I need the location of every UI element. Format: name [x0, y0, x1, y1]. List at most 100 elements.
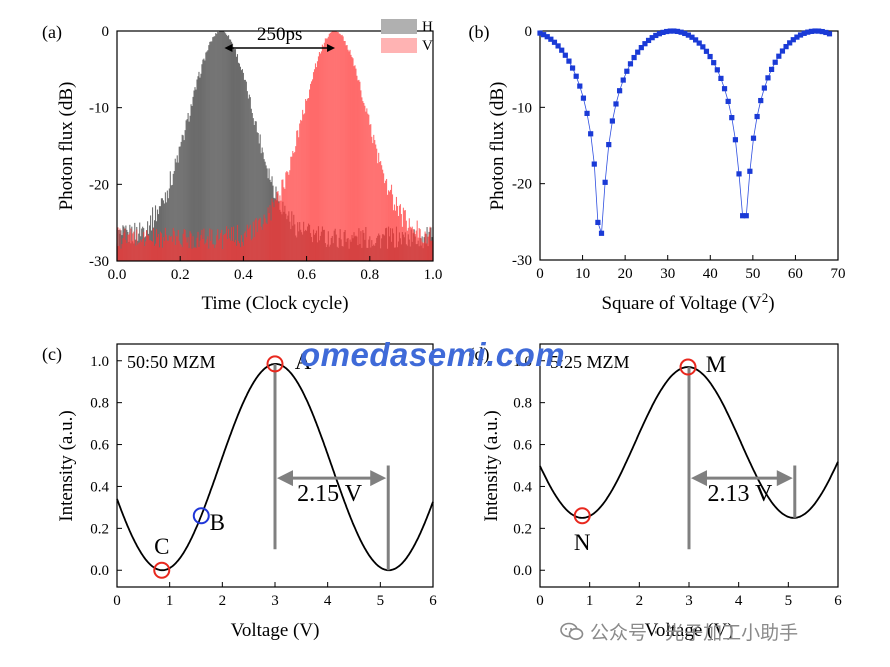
panel-b-point — [768, 66, 775, 72]
panel-b-point — [696, 40, 702, 46]
panel-b-point — [573, 73, 579, 79]
panel-b-xtick-label: 20 — [618, 266, 633, 282]
panel-b-point — [620, 77, 626, 83]
panel-b-point — [779, 48, 786, 54]
panel-c-inset-label: 50:50 MZM — [127, 352, 216, 372]
panel-a-ytick-label: -10 — [89, 101, 109, 117]
panel-b-point — [812, 28, 818, 34]
panel-a-xtick-label: 0.8 — [360, 267, 379, 283]
panel-b-xtick-label: 60 — [788, 266, 803, 282]
panel-d-point-label: M — [706, 352, 726, 377]
panel-b-point — [548, 36, 554, 42]
panel-b-point — [707, 53, 713, 60]
panel-b-point — [787, 40, 793, 46]
panel-b-point — [642, 41, 648, 47]
panel-b-point — [645, 37, 652, 44]
panel-a-legend-swatch — [381, 19, 417, 34]
panel-b-xtick-label: 30 — [660, 266, 675, 282]
panel-b-point — [765, 75, 771, 81]
panel-b-point — [805, 29, 811, 35]
panel-c-span-arrow-left — [277, 470, 293, 487]
panel-b-point — [797, 32, 804, 38]
panel-b-point — [627, 61, 634, 67]
panel-b-point — [562, 52, 568, 58]
panel-c-xtick-label: 2 — [219, 593, 227, 609]
panel-b-xtick-label: 0 — [536, 266, 544, 282]
panel-c-point-label: C — [154, 534, 169, 559]
panel-b-point — [606, 142, 612, 148]
panel-d-point-label: N — [574, 530, 591, 555]
panel-c-point-c — [153, 561, 171, 579]
panel-b-point — [617, 88, 623, 94]
panel-c-ytick-label: 0.8 — [90, 396, 109, 412]
panel-b-ytick-label: -30 — [512, 253, 532, 269]
panel-c-label: (c) — [42, 344, 62, 365]
panel-b-point — [638, 45, 644, 51]
panel-a-ytick-label: -30 — [89, 254, 109, 270]
panel-c-point-label: B — [210, 510, 225, 535]
panel-a-xtick-label: 0.4 — [234, 267, 253, 283]
panel-b-point — [569, 65, 576, 71]
panel-b-point — [816, 28, 822, 34]
panel-b-point — [584, 110, 590, 116]
panel-b-point — [555, 43, 561, 49]
panel-b-point — [740, 213, 746, 219]
panel-d-ytick-label: 1.0 — [513, 354, 532, 370]
panel-b-point — [794, 34, 800, 40]
panel-b-point — [725, 98, 731, 104]
panel-d-ytick-label: 0.6 — [513, 438, 532, 454]
panel-a-span-arrow-left — [224, 44, 233, 52]
panel-d-point-n — [573, 507, 591, 525]
panel-b-point — [551, 39, 558, 45]
panel-b-point — [721, 86, 728, 92]
panel-b-point — [635, 49, 641, 55]
panel-d-xtick-label: 1 — [586, 593, 594, 609]
panel-b-ytick-label: 0 — [525, 24, 533, 40]
panel-b-point — [541, 32, 547, 38]
panel-b-point — [674, 28, 681, 35]
panel-b-point — [609, 118, 615, 124]
panel-c-xtick-label: 6 — [429, 593, 437, 609]
panel-d-label: (d) — [469, 344, 490, 365]
panel-b-point — [664, 28, 670, 35]
wechat-icon — [560, 622, 584, 640]
panel-c-xtick-label: 1 — [166, 593, 174, 609]
panel-b-point — [808, 28, 814, 34]
panel-a-xtick-label: 0.6 — [297, 267, 316, 283]
panel-b-point — [591, 161, 597, 167]
panel-c-xtick-label: 3 — [271, 593, 279, 609]
panel-c-xtick-label: 4 — [324, 593, 332, 609]
panel-b-point — [790, 37, 796, 43]
panel-d-ytick-label: 0.4 — [513, 479, 532, 495]
panel-b-point — [736, 171, 742, 177]
panel-a-label: (a) — [42, 22, 62, 43]
panel-a-legend-swatch — [381, 38, 417, 53]
panel-b-point — [700, 44, 706, 50]
panel-c-xtick-label: 0 — [113, 593, 121, 609]
panel-b-point — [714, 67, 720, 73]
panel-b-label: (b) — [469, 22, 490, 43]
panel-b-point — [667, 28, 673, 34]
panel-c-ytick-label: 0.2 — [90, 521, 109, 537]
panel-b-point — [711, 60, 717, 66]
panel-b-point — [703, 48, 710, 54]
panel-c-ytick-label: 0.0 — [90, 563, 109, 579]
panel-a-ytick-label: -20 — [89, 177, 109, 193]
panel-b-point — [747, 168, 753, 174]
panel-b-point — [801, 30, 807, 36]
panel-d-point-m — [679, 358, 697, 376]
panel-b-point — [671, 28, 677, 34]
panel-b-xtick-label: 10 — [575, 266, 590, 282]
panel-b-axes-frame — [539, 30, 839, 261]
panel-a-legend-label: V — [422, 38, 433, 54]
panel-b-point — [595, 219, 601, 226]
panel-b-point — [826, 31, 833, 37]
panel-d-span-arrow-left — [691, 470, 707, 487]
panel-c-ytick-label: 1.0 — [90, 354, 109, 370]
panel-d-ytick-label: 0.8 — [513, 396, 532, 412]
panel-a-ytick-label: 0 — [102, 24, 110, 40]
panel-a-xtick-label: 1.0 — [424, 267, 443, 283]
panel-c-point-label: A — [295, 349, 312, 374]
panel-b-ytick-label: -20 — [512, 177, 532, 193]
